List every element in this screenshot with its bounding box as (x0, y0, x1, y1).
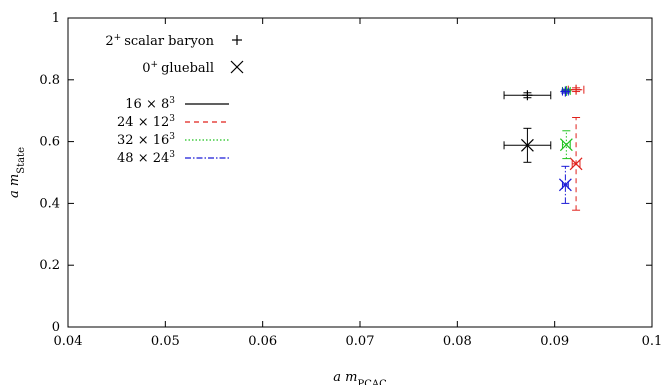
y-tick-label: 0.2 (39, 258, 60, 273)
legend-marker-label: 2+ scalar baryon (105, 33, 214, 49)
x-tick-label: 0.04 (54, 334, 83, 349)
x-tick-label: 0.09 (540, 334, 569, 349)
x-tick-label: 0.08 (443, 334, 472, 349)
x-tick-label: 0.06 (248, 334, 277, 349)
axis-labels: a mPCAC a mState (7, 147, 387, 385)
y-tick-label: 0.6 (39, 135, 60, 150)
x-axis-label: a mPCAC (333, 370, 387, 385)
legend-marker-label: 0+ glueball (142, 60, 214, 76)
data-points (503, 84, 585, 211)
y-tick-label: 0.4 (39, 196, 60, 211)
x-tick-label: 0.07 (346, 334, 375, 349)
legend-series-label: 24 × 123 (117, 114, 175, 130)
ticks: 0.04 0.05 0.06 0.07 0.08 0.09 0.1 0 0.2 0.4 0.6 0.8… (39, 11, 662, 349)
cross-marker-b (558, 178, 572, 192)
legend-series-label: 16 × 83 (125, 96, 175, 112)
series-1 (567, 84, 585, 211)
cross-marker-b (559, 138, 573, 152)
legend-series-label: 48 × 243 (117, 150, 175, 166)
legend: 2+ scalar baryon 0+ glueball 16 × 83 24 × 123… (105, 33, 244, 166)
x-tick-label: 0.1 (642, 334, 663, 349)
cross-marker-b (230, 60, 244, 74)
cross-marker-b (569, 157, 583, 171)
y-tick-label: 1 (52, 11, 60, 26)
y-tick-label: 0 (52, 320, 60, 335)
series-2 (559, 85, 573, 160)
series-0 (503, 90, 552, 163)
y-tick-label: 0.8 (39, 73, 60, 88)
x-tick-label: 0.05 (151, 334, 180, 349)
legend-series-label: 32 × 163 (117, 132, 175, 148)
cross-marker-b (520, 138, 534, 152)
y-axis-label: a mState (7, 147, 27, 198)
series-3 (558, 86, 572, 204)
